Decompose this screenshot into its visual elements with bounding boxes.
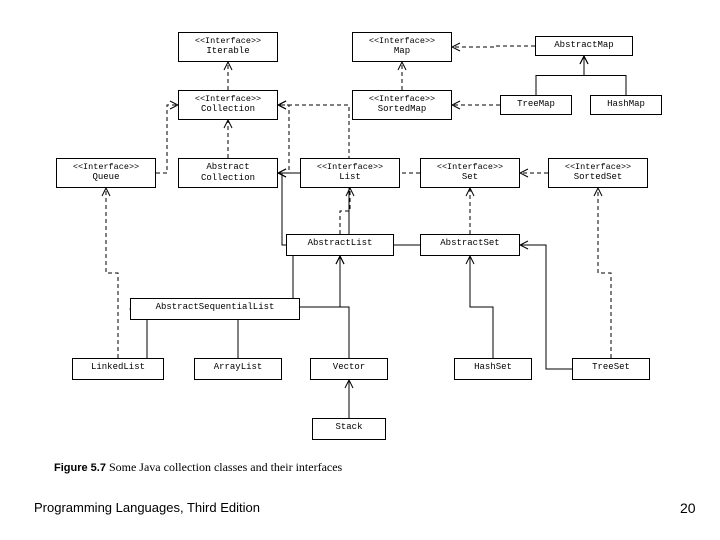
class-name: SortedMap xyxy=(357,104,447,115)
edge-treeset-to-abstractset xyxy=(520,245,572,369)
figure-text: Some Java collection classes and their i… xyxy=(109,460,342,474)
class-name: Set xyxy=(425,172,515,183)
node-arraylist: ArrayList xyxy=(194,358,282,380)
class-name: AbstractSequentialList xyxy=(135,302,295,313)
class-name: Map xyxy=(357,46,447,57)
node-sortedmap: <<Interface>>SortedMap xyxy=(352,90,452,120)
node-abstractlist: AbstractList xyxy=(286,234,394,256)
node-sortedset: <<Interface>>SortedSet xyxy=(548,158,648,188)
class-name: AbstractMap xyxy=(540,40,628,51)
node-abstractseqlist: AbstractSequentialList xyxy=(130,298,300,320)
figure-caption: Figure 5.7 Some Java collection classes … xyxy=(54,460,342,475)
stereotype: <<Interface>> xyxy=(553,162,643,172)
edge-vector-to-abstractlist xyxy=(340,256,349,358)
node-stack: Stack xyxy=(312,418,386,440)
figure-number: Figure 5.7 xyxy=(54,462,106,474)
stereotype: <<Interface>> xyxy=(183,94,273,104)
edge-treemap-to-abstractmap xyxy=(536,56,584,95)
node-list: <<Interface>>List xyxy=(300,158,400,188)
node-set: <<Interface>>Set xyxy=(420,158,520,188)
stereotype: <<Interface>> xyxy=(61,162,151,172)
edge-queue-to-collection xyxy=(156,105,178,173)
class-name: Iterable xyxy=(183,46,273,57)
class-name: Vector xyxy=(315,362,383,373)
node-vector: Vector xyxy=(310,358,388,380)
class-name: AbstractList xyxy=(291,238,389,249)
class-name: HashSet xyxy=(459,362,527,373)
node-treeset: TreeSet xyxy=(572,358,650,380)
node-abstractcollection: AbstractCollection xyxy=(178,158,278,188)
class-name: Abstract xyxy=(183,162,273,173)
class-name: Collection xyxy=(183,173,273,184)
node-hashmap: HashMap xyxy=(590,95,662,115)
stereotype: <<Interface>> xyxy=(305,162,395,172)
class-name: AbstractSet xyxy=(425,238,515,249)
edge-layer xyxy=(0,0,720,540)
node-map: <<Interface>>Map xyxy=(352,32,452,62)
node-hashset: HashSet xyxy=(454,358,532,380)
node-iterable: <<Interface>>Iterable xyxy=(178,32,278,62)
edge-hashset-to-abstractset xyxy=(470,256,493,358)
stereotype: <<Interface>> xyxy=(183,36,273,46)
class-name: Queue xyxy=(61,172,151,183)
node-abstractmap: AbstractMap xyxy=(535,36,633,56)
footer-right: 20 xyxy=(680,500,696,516)
node-treemap: TreeMap xyxy=(500,95,572,115)
edge-list-to-collection xyxy=(278,105,300,173)
class-name: TreeSet xyxy=(577,362,645,373)
footer-left: Programming Languages, Third Edition xyxy=(34,500,260,515)
edge-linkedlist-to-queue xyxy=(106,188,118,358)
edge-abstractlist-to-list xyxy=(340,188,350,234)
class-name: LinkedList xyxy=(77,362,159,373)
node-queue: <<Interface>>Queue xyxy=(56,158,156,188)
class-name: SortedSet xyxy=(553,172,643,183)
class-name: TreeMap xyxy=(505,99,567,110)
stereotype: <<Interface>> xyxy=(357,36,447,46)
node-linkedlist: LinkedList xyxy=(72,358,164,380)
edge-abstractmap-to-map xyxy=(452,46,535,47)
node-collection: <<Interface>>Collection xyxy=(178,90,278,120)
edge-treeset-to-sortedset xyxy=(598,188,611,358)
edge-hashmap-to-abstractmap xyxy=(584,56,626,95)
class-name: Collection xyxy=(183,104,273,115)
class-name: List xyxy=(305,172,395,183)
class-name: Stack xyxy=(317,422,381,433)
node-abstractset: AbstractSet xyxy=(420,234,520,256)
class-name: ArrayList xyxy=(199,362,277,373)
stereotype: <<Interface>> xyxy=(357,94,447,104)
stereotype: <<Interface>> xyxy=(425,162,515,172)
edge-abstractlist-to-abstractcollection xyxy=(278,173,286,245)
class-name: HashMap xyxy=(595,99,657,110)
